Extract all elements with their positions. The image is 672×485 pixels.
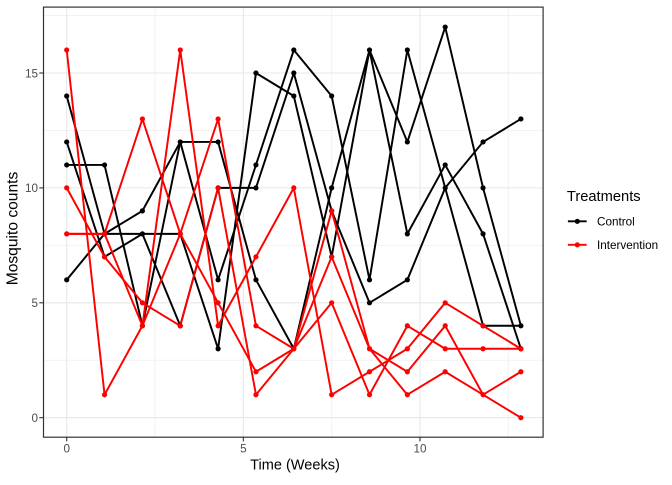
svg-text:Treatments: Treatments (567, 189, 641, 205)
svg-text:5: 5 (31, 297, 38, 310)
svg-text:Time (Weeks): Time (Weeks) (250, 457, 340, 473)
svg-text:5: 5 (240, 443, 247, 456)
svg-text:Intervention: Intervention (597, 239, 658, 252)
svg-text:Control: Control (597, 216, 635, 229)
svg-text:Mosquito counts: Mosquito counts (4, 172, 21, 286)
svg-text:10: 10 (413, 443, 427, 456)
svg-text:15: 15 (25, 67, 39, 80)
svg-text:0: 0 (63, 443, 70, 456)
svg-text:0: 0 (31, 412, 38, 425)
svg-text:10: 10 (25, 182, 39, 195)
